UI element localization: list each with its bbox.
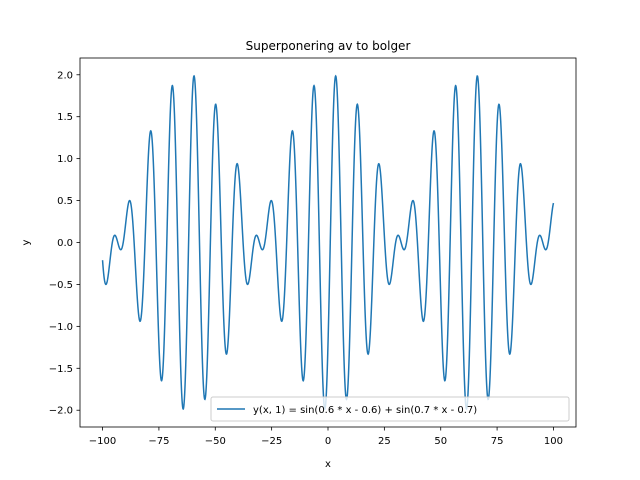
x-axis-ticks: −100 −75 −50 −25 0 25 50 75 100 [89,427,563,447]
chart-title: Superponering av to bolger [246,39,411,53]
legend: y(x, 1) = sin(0.6 * x - 0.6) + sin(0.7 *… [210,396,570,422]
y-tick-label: −2.0 [49,406,73,417]
x-tick-label: 0 [325,436,331,447]
x-tick-label: −25 [261,436,282,447]
y-tick-label: 2.0 [57,70,73,81]
x-tick-label: −50 [205,436,226,447]
x-tick-label: 25 [378,436,391,447]
y-tick-label: 1.5 [57,112,73,123]
x-tick-label: −75 [148,436,169,447]
x-tick-label: 50 [434,436,447,447]
legend-label: y(x, 1) = sin(0.6 * x - 0.6) + sin(0.7 *… [253,405,477,416]
y-axis-label: y [21,239,32,245]
x-tick-label: −100 [89,436,116,447]
y-axis-ticks: −2.0 −1.5 −1.0 −0.5 0.0 0.5 1.0 1.5 2.0 [49,70,80,417]
y-tick-label: 1.0 [57,154,73,165]
series-line [101,74,555,411]
y-tick-label: −1.0 [49,322,73,333]
x-axis-label: x [325,459,331,470]
x-tick-label: 75 [491,436,504,447]
y-tick-label: 0.0 [57,238,73,249]
legend-box [210,396,570,422]
y-tick-label: −0.5 [49,280,73,291]
y-tick-label: 0.5 [57,196,73,207]
x-tick-label: 100 [544,436,563,447]
y-tick-label: −1.5 [49,364,73,375]
